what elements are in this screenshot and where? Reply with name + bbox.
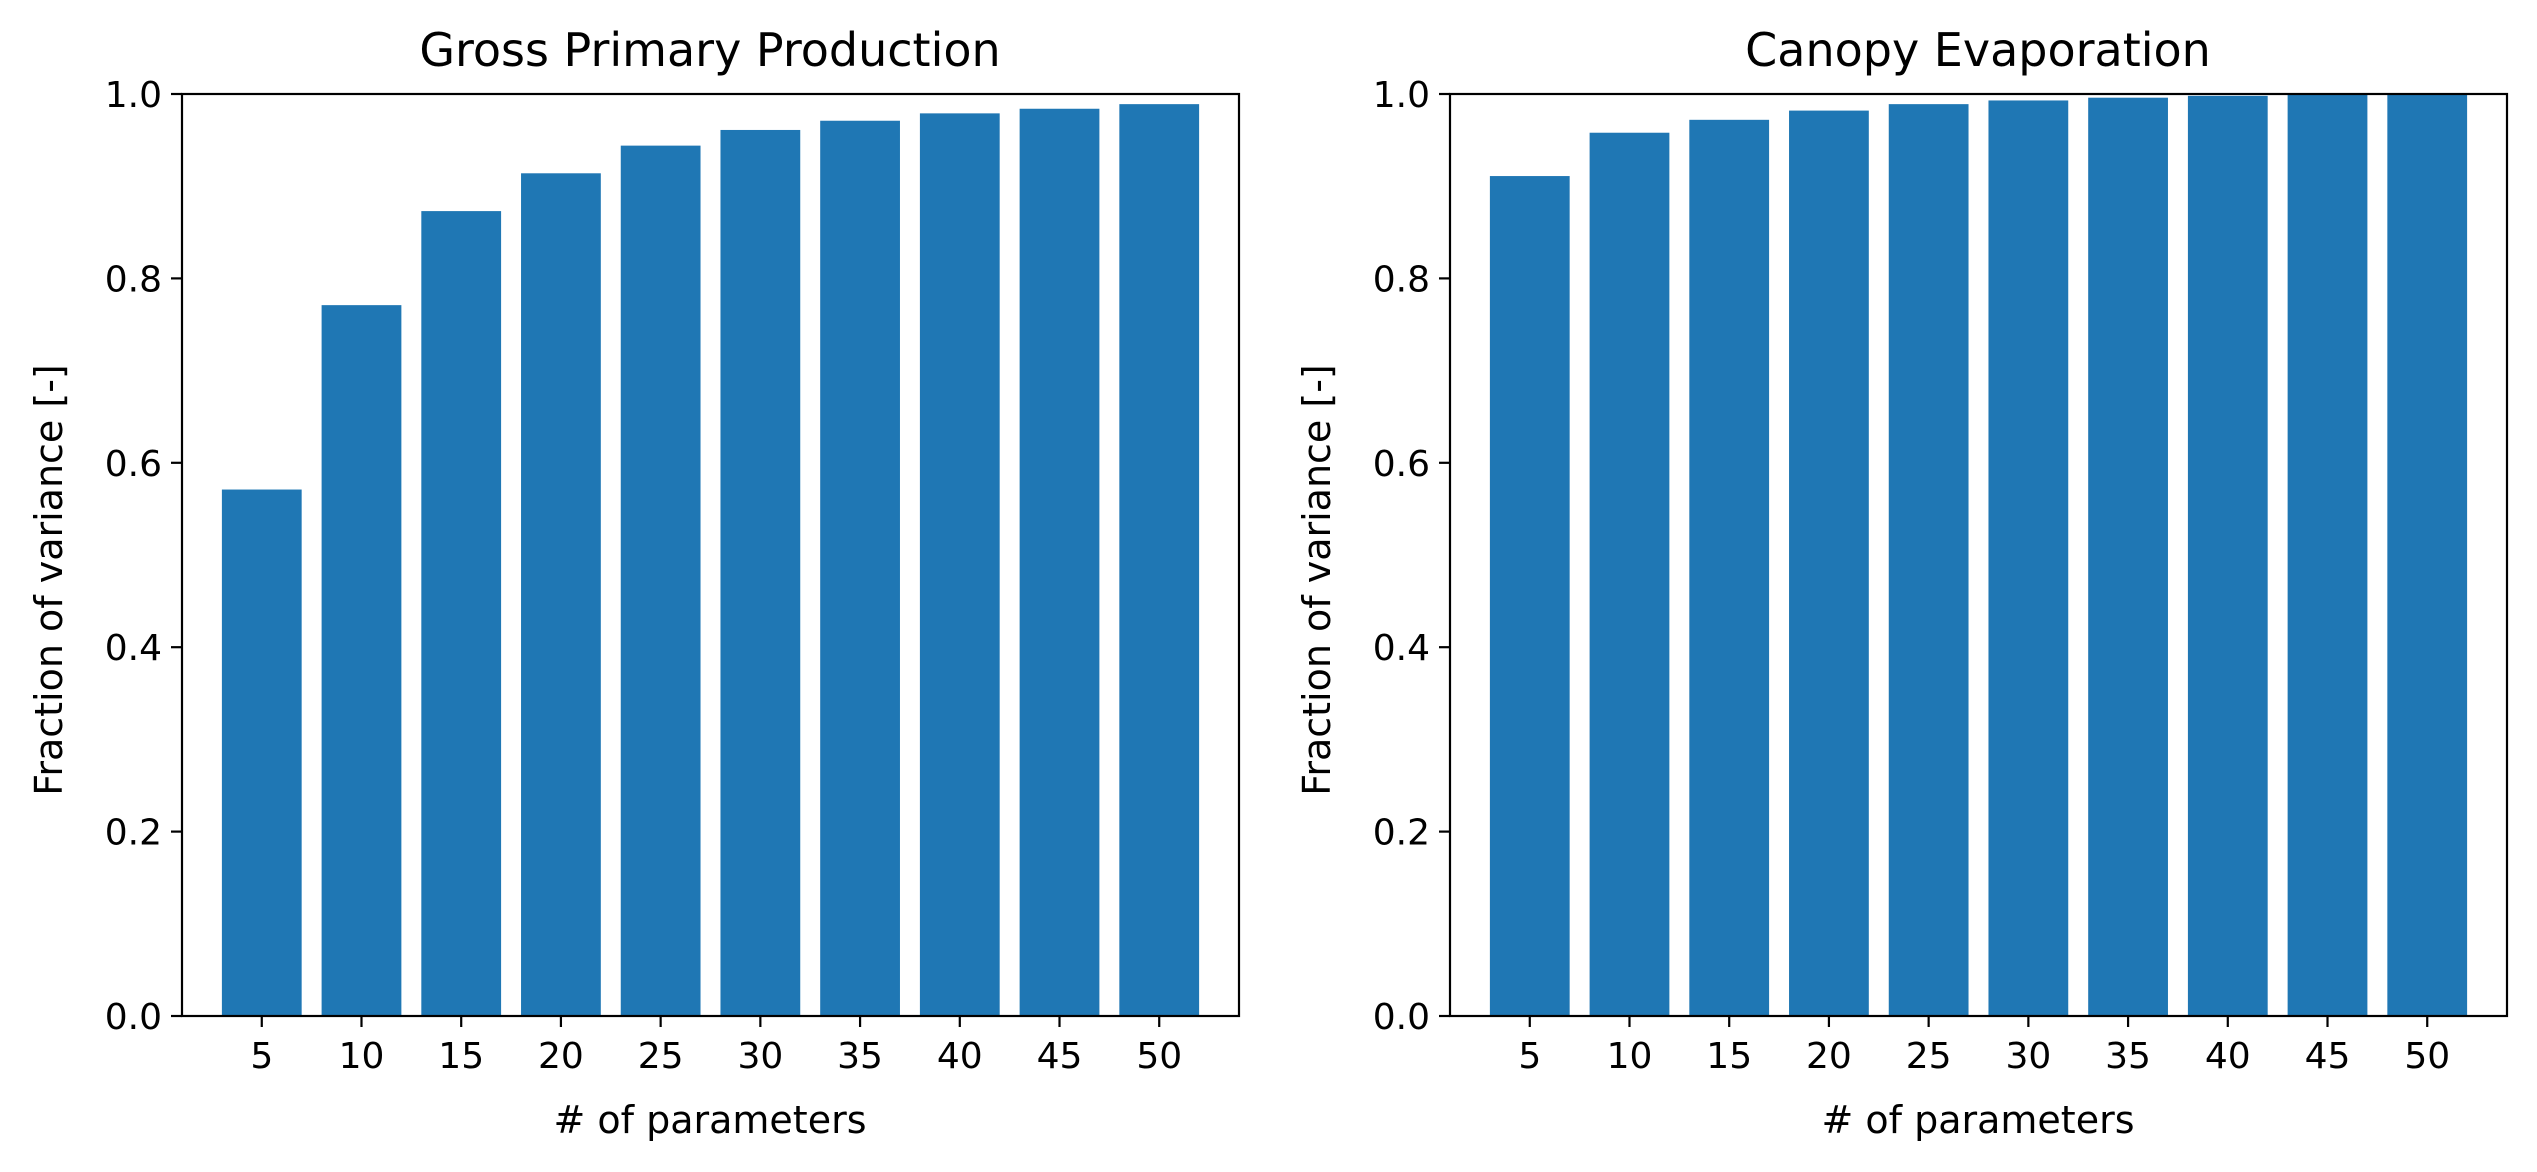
x-tick-label: 15 <box>1706 1036 1752 1077</box>
x-tick-label: 20 <box>538 1036 584 1077</box>
y-tick-label: 0.6 <box>1373 444 1430 485</box>
bar <box>221 489 302 1017</box>
bar <box>1988 100 2069 1017</box>
bar <box>1589 132 1670 1016</box>
x-tick-label: 15 <box>438 1036 484 1077</box>
bar <box>1119 104 1200 1017</box>
bars <box>1489 94 2468 1017</box>
chart-title: Gross Primary Production <box>419 23 1000 77</box>
y-tick-label: 1.0 <box>1373 75 1430 116</box>
y-tick-label: 0.4 <box>1373 628 1430 669</box>
x-tick-label: 40 <box>937 1036 983 1077</box>
chart-panel-canopy-evaporation: Canopy Evaporation # of parameters Fract… <box>1295 23 2509 1142</box>
bar <box>820 120 900 1017</box>
y-tick-label: 0.4 <box>105 628 162 669</box>
x-tick-label: 50 <box>2404 1036 2450 1077</box>
y-ticks: 0.0 0.2 0.4 0.6 0.8 1.0 <box>1373 75 1450 1038</box>
bar <box>919 113 1000 1016</box>
x-tick-label: 45 <box>1037 1036 1083 1077</box>
x-tick-label: 30 <box>2005 1036 2051 1077</box>
x-axis-label: # of parameters <box>1821 1098 2134 1142</box>
x-tick-label: 5 <box>1518 1036 1541 1077</box>
x-tick-label: 10 <box>1607 1036 1653 1077</box>
bar <box>321 305 402 1016</box>
y-tick-label: 0.2 <box>105 813 162 854</box>
y-tick-label: 0.0 <box>105 997 162 1038</box>
x-tick-label: 30 <box>737 1036 783 1077</box>
x-tick-label: 25 <box>638 1036 684 1077</box>
x-tick-label: 25 <box>1906 1036 1952 1077</box>
bars <box>221 104 1200 1017</box>
y-tick-label: 0.8 <box>1373 259 1430 300</box>
x-tick-label: 5 <box>250 1036 273 1077</box>
y-tick-label: 1.0 <box>105 75 162 116</box>
y-ticks: 0.0 0.2 0.4 0.6 0.8 1.0 <box>105 75 182 1038</box>
bar <box>1689 119 1770 1017</box>
chart-panel-gpp: Gross Primary Production # of parameters… <box>27 23 1241 1142</box>
bar <box>620 145 701 1016</box>
y-tick-label: 0.2 <box>1373 813 1430 854</box>
x-tick-label: 45 <box>2305 1036 2351 1077</box>
x-tick-label: 35 <box>837 1036 883 1077</box>
bar <box>521 173 601 1017</box>
x-tick-label: 10 <box>339 1036 385 1077</box>
x-ticks: 5 10 15 20 25 30 35 40 45 50 <box>1518 1016 2450 1077</box>
plot-frame <box>180 92 1241 1018</box>
bar <box>1019 108 1100 1016</box>
bar <box>2287 94 2368 1016</box>
y-tick-label: 0.8 <box>105 259 162 300</box>
y-tick-label: 0.0 <box>1373 997 1430 1038</box>
x-tick-label: 40 <box>2205 1036 2251 1077</box>
bar <box>2387 94 2468 1016</box>
plot-frame <box>1448 92 2509 1018</box>
x-tick-label: 35 <box>2105 1036 2151 1077</box>
y-axis-label: Fraction of variance [-] <box>1295 364 1339 796</box>
y-axis-label: Fraction of variance [-] <box>27 364 71 796</box>
chart-title: Canopy Evaporation <box>1745 23 2211 77</box>
bar <box>421 211 502 1016</box>
bar <box>1489 176 1570 1017</box>
bar <box>1888 104 1969 1017</box>
x-axis-label: # of parameters <box>553 1098 866 1142</box>
bar <box>2088 97 2168 1017</box>
y-tick-label: 0.6 <box>105 444 162 485</box>
bar <box>1789 110 1869 1016</box>
x-tick-label: 20 <box>1806 1036 1852 1077</box>
x-ticks: 5 10 15 20 25 30 35 40 45 50 <box>250 1016 1182 1077</box>
bar <box>720 129 801 1016</box>
x-tick-label: 50 <box>1136 1036 1182 1077</box>
bar <box>2187 95 2268 1017</box>
